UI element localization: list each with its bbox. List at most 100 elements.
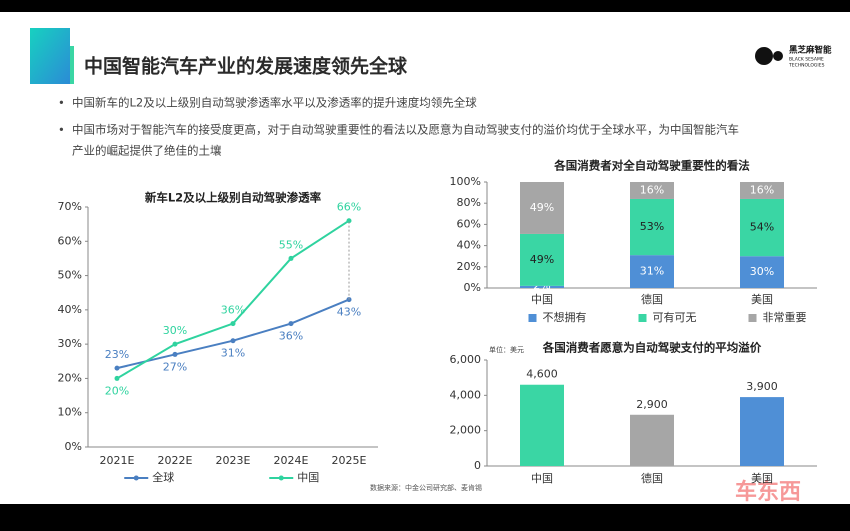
bar	[630, 414, 674, 466]
point	[288, 321, 294, 327]
y-tick-label: 70%	[58, 200, 82, 213]
data-label: 31%	[640, 265, 664, 278]
data-label: 23%	[105, 348, 129, 361]
y-tick-label: 40%	[457, 239, 481, 252]
legend-swatch	[638, 314, 647, 322]
legend-label: 中国	[297, 471, 319, 484]
data-label: 20%	[105, 384, 129, 397]
source: 数据来源：中金公司研究部、麦肯锡	[370, 483, 482, 492]
x-tick-label: 2021E	[100, 454, 135, 467]
data-label: 27%	[163, 360, 187, 373]
y-tick-label: 4,000	[450, 388, 482, 401]
bullet-dot: •	[58, 123, 65, 137]
bullet: 中国新车的L2及以上级别自动驾驶渗透率水平以及渗透率的提升速度均领先全球	[72, 96, 477, 110]
chart-title: 新车L2及以上级别自动驾驶渗透率	[145, 191, 322, 205]
bar-segment	[520, 285, 564, 288]
data-label: 16%	[640, 183, 664, 196]
point	[230, 338, 236, 344]
bar-segment	[520, 233, 564, 286]
y-tick-label: 30%	[58, 337, 82, 350]
bullet: 产业的崛起提供了绝佳的土壤	[72, 144, 222, 158]
data-label: 36%	[279, 330, 303, 343]
legend-marker	[278, 475, 284, 481]
bullet: 中国市场对于智能汽车的接受度更高，对于自动驾驶重要性的看法以及愿意为自动驾驶支付…	[72, 123, 739, 137]
y-tick-label: 40%	[58, 303, 82, 316]
point	[172, 351, 178, 357]
legend-label: 非常重要	[763, 310, 807, 324]
bullet-dot: •	[58, 96, 65, 110]
logo-mark	[773, 51, 783, 61]
data-label: 49%	[530, 201, 554, 214]
point	[114, 365, 120, 371]
logo-mark	[755, 47, 773, 65]
data-label: 49%	[530, 253, 554, 266]
x-tick-label: 2025E	[332, 454, 367, 467]
title: 中国智能汽车产业的发展速度领先全球	[84, 55, 408, 78]
point	[230, 321, 236, 327]
bar	[740, 397, 784, 466]
bar-segment	[630, 198, 674, 256]
legend-marker	[133, 475, 139, 481]
data-label: 2,900	[636, 398, 668, 411]
bar-segment	[630, 182, 674, 199]
point	[172, 341, 178, 347]
x-tick-label: 2023E	[216, 454, 251, 467]
logo-sub: BLACK SESAME	[789, 57, 824, 63]
x-tick-label: 2024E	[274, 454, 309, 467]
y-tick-label: 0%	[65, 440, 82, 453]
data-label: 55%	[279, 238, 303, 251]
data-label: 3,900	[746, 380, 778, 393]
x-tick-label: 美国	[751, 472, 773, 485]
data-label: 53%	[640, 220, 664, 233]
bar-segment	[740, 182, 784, 199]
y-tick-label: 60%	[58, 234, 82, 247]
y-tick-label: 20%	[58, 371, 82, 384]
y-tick-label: 50%	[58, 269, 82, 282]
y-tick-label: 10%	[58, 406, 82, 419]
y-tick-label: 2,000	[450, 424, 482, 437]
header-accent	[30, 28, 70, 84]
logo-sub: TECHNOLOGIES	[788, 63, 825, 69]
y-tick-label: 0	[474, 459, 481, 472]
legend-label: 全球	[152, 470, 174, 484]
point	[346, 218, 352, 224]
header-accent	[70, 46, 74, 84]
x-tick-label: 2022E	[158, 454, 193, 467]
chart-title: 各国消费者对全自动驾驶重要性的看法	[553, 159, 750, 173]
data-label: 30%	[750, 265, 774, 278]
data-label: 30%	[163, 324, 187, 337]
x-tick-label: 中国	[531, 293, 553, 306]
data-label: 43%	[337, 306, 361, 319]
unit-label: 单位：美元	[489, 345, 524, 354]
y-tick-label: 6,000	[450, 353, 482, 366]
data-label: 16%	[750, 183, 774, 196]
x-tick-label: 德国	[641, 292, 663, 306]
legend-swatch	[748, 314, 757, 322]
watermark: 车东西	[735, 479, 801, 505]
chart-title: 各国消费者愿意为自动驾驶支付的平均溢价	[542, 341, 762, 355]
x-tick-label: 德国	[641, 471, 663, 485]
logo-name: 黑芝麻智能	[789, 45, 832, 56]
legend-swatch	[528, 314, 537, 322]
point	[288, 255, 294, 261]
x-tick-label: 中国	[531, 472, 553, 485]
point	[114, 375, 120, 381]
data-label: 66%	[337, 201, 361, 214]
y-tick-label: 0%	[464, 281, 481, 294]
bar-segment	[520, 182, 564, 234]
y-tick-label: 100%	[450, 175, 481, 188]
legend-label: 不想拥有	[543, 310, 587, 324]
legend-label: 可有可无	[653, 310, 697, 324]
y-tick-label: 80%	[457, 196, 481, 209]
y-tick-label: 60%	[457, 217, 481, 230]
slide	[0, 12, 850, 504]
data-label: 54%	[750, 221, 774, 234]
bar-segment	[630, 255, 674, 288]
y-tick-label: 20%	[457, 260, 481, 273]
data-label: 31%	[221, 347, 245, 360]
bar-segment	[740, 198, 784, 257]
data-label: 4,600	[526, 368, 558, 381]
bar	[520, 384, 564, 466]
